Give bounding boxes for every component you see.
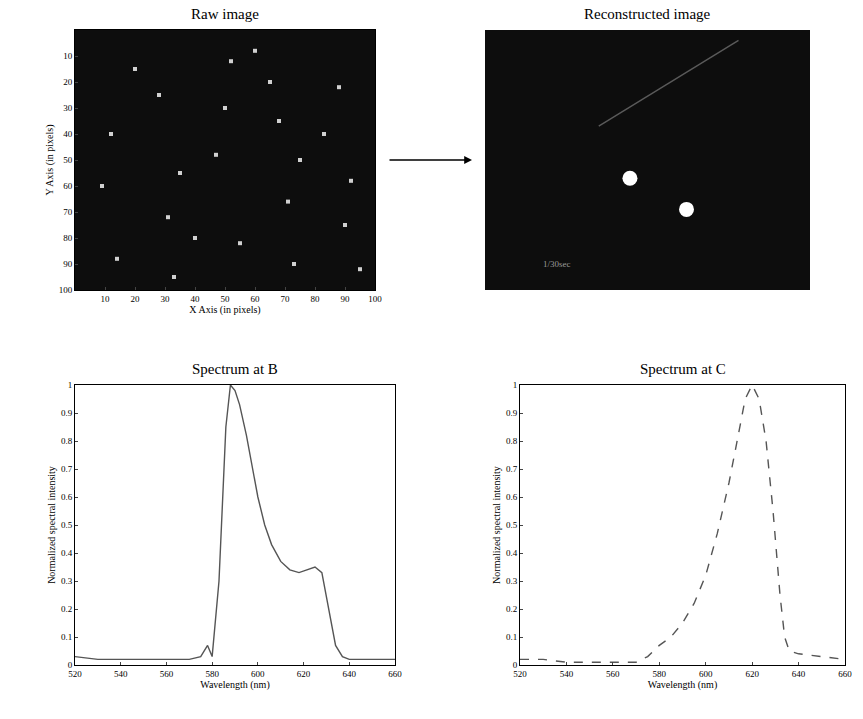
svg-text:660: 660 [838, 669, 852, 679]
svg-text:60: 60 [251, 294, 261, 304]
svg-text:Raw image: Raw image [191, 6, 259, 22]
svg-text:70: 70 [63, 207, 73, 217]
svg-text:620: 620 [745, 669, 759, 679]
svg-text:40: 40 [63, 129, 73, 139]
svg-text:560: 560 [606, 669, 620, 679]
svg-text:540: 540 [114, 669, 128, 679]
svg-text:100: 100 [59, 285, 73, 295]
svg-text:520: 520 [513, 669, 527, 679]
svg-text:1: 1 [68, 380, 73, 390]
svg-text:10: 10 [63, 51, 73, 61]
svg-text:100: 100 [368, 294, 382, 304]
svg-text:20: 20 [131, 294, 141, 304]
svg-text:0.8: 0.8 [61, 436, 73, 446]
svg-text:20: 20 [63, 77, 73, 87]
svg-text:60: 60 [63, 181, 73, 191]
svg-text:580: 580 [205, 669, 219, 679]
svg-text:0.3: 0.3 [61, 576, 73, 586]
svg-text:1: 1 [513, 380, 518, 390]
svg-text:0.7: 0.7 [506, 464, 518, 474]
svg-text:Spectrum at B: Spectrum at B [192, 361, 278, 377]
svg-text:0.5: 0.5 [61, 520, 73, 530]
svg-text:0.1: 0.1 [61, 632, 72, 642]
svg-text:X Axis (in pixels): X Axis (in pixels) [189, 304, 260, 316]
svg-text:0.2: 0.2 [506, 604, 517, 614]
svg-text:0.2: 0.2 [61, 604, 72, 614]
svg-text:40: 40 [191, 294, 201, 304]
svg-text:0.9: 0.9 [506, 408, 518, 418]
svg-text:0.9: 0.9 [61, 408, 73, 418]
svg-text:90: 90 [341, 294, 351, 304]
svg-text:30: 30 [63, 103, 73, 113]
svg-text:0.6: 0.6 [506, 492, 518, 502]
svg-text:640: 640 [343, 669, 357, 679]
svg-text:80: 80 [63, 233, 73, 243]
svg-text:Reconstructed image: Reconstructed image [584, 6, 711, 22]
svg-text:30: 30 [161, 294, 171, 304]
svg-text:Spectrum at C: Spectrum at C [640, 361, 726, 377]
svg-text:640: 640 [792, 669, 806, 679]
svg-text:0.7: 0.7 [61, 464, 73, 474]
svg-text:540: 540 [560, 669, 574, 679]
svg-text:90: 90 [63, 259, 73, 269]
svg-text:0.6: 0.6 [61, 492, 73, 502]
svg-text:600: 600 [251, 669, 265, 679]
svg-text:0.3: 0.3 [506, 576, 518, 586]
svg-text:660: 660 [388, 669, 402, 679]
svg-text:Y Axis (in pixels): Y Axis (in pixels) [44, 124, 56, 195]
svg-text:0.4: 0.4 [61, 548, 73, 558]
svg-text:Wavelength (nm): Wavelength (nm) [200, 679, 269, 691]
svg-text:620: 620 [297, 669, 311, 679]
svg-text:0.1: 0.1 [506, 632, 517, 642]
svg-text:80: 80 [311, 294, 321, 304]
svg-text:0.5: 0.5 [506, 520, 518, 530]
svg-text:600: 600 [699, 669, 713, 679]
svg-text:Normalized spectral intensity: Normalized spectral intensity [491, 466, 502, 584]
svg-text:Normalized spectral intensity: Normalized spectral intensity [46, 466, 57, 584]
svg-text:520: 520 [68, 669, 82, 679]
svg-text:0: 0 [68, 660, 73, 670]
svg-text:0: 0 [513, 660, 518, 670]
svg-text:Wavelength (nm): Wavelength (nm) [648, 679, 717, 691]
svg-text:10: 10 [101, 294, 111, 304]
svg-text:50: 50 [221, 294, 231, 304]
svg-text:50: 50 [63, 155, 73, 165]
svg-text:1/30sec: 1/30sec [543, 259, 571, 269]
svg-text:0.4: 0.4 [506, 548, 518, 558]
svg-text:560: 560 [160, 669, 174, 679]
svg-text:580: 580 [653, 669, 667, 679]
svg-text:70: 70 [281, 294, 291, 304]
svg-text:0.8: 0.8 [506, 436, 518, 446]
